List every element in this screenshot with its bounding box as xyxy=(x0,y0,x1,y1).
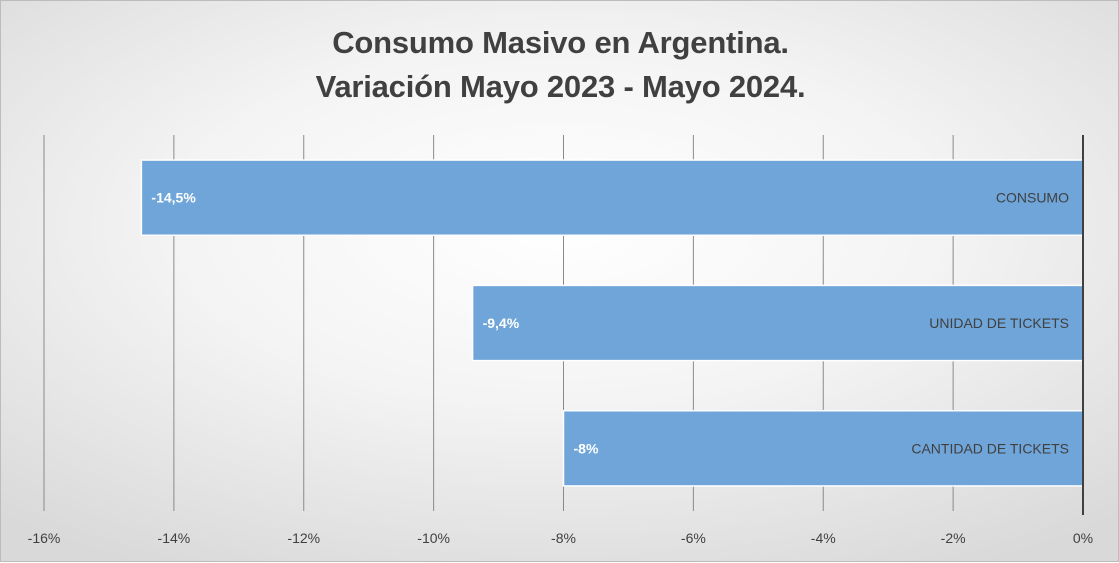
data-label: -9,4% xyxy=(483,315,520,331)
x-tick-label: -6% xyxy=(681,530,706,546)
chart-title-line-1: Consumo Masivo en Argentina. xyxy=(332,25,789,60)
x-tick-label: -4% xyxy=(811,530,836,546)
data-label: -14,5% xyxy=(151,190,196,206)
x-tick-label: -8% xyxy=(551,530,576,546)
x-tick-label: -10% xyxy=(417,530,450,546)
data-label: -8% xyxy=(574,440,599,456)
x-tick-label: 0% xyxy=(1073,530,1093,546)
category-label: UNIDAD DE TICKETS xyxy=(929,315,1069,331)
category-label: CONSUMO xyxy=(996,190,1069,206)
chart-title: Consumo Masivo en Argentina. Variación M… xyxy=(1,21,1119,109)
x-tick-label: -16% xyxy=(28,530,61,546)
x-tick-label: -12% xyxy=(287,530,320,546)
x-tick-label: -2% xyxy=(941,530,966,546)
x-tick-label: -14% xyxy=(158,530,191,546)
bar xyxy=(140,159,1084,237)
category-label: CANTIDAD DE TICKETS xyxy=(911,440,1069,456)
chart-title-line-2: Variación Mayo 2023 - Mayo 2024. xyxy=(315,69,806,104)
